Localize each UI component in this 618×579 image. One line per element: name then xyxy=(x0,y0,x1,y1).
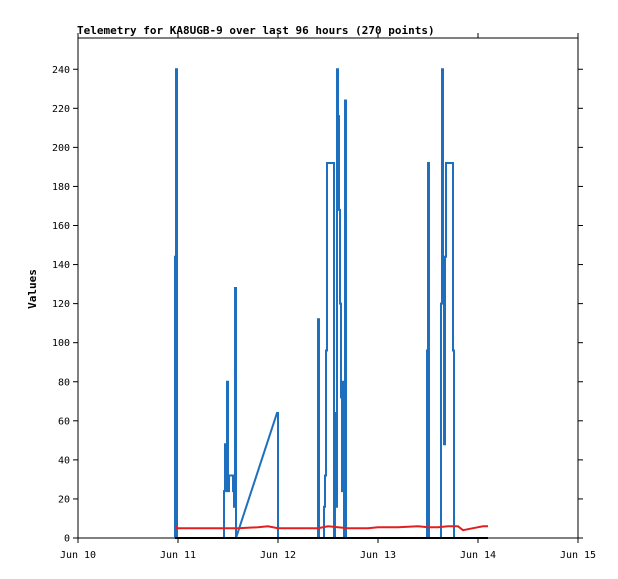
x-tick-label: Jun 12 xyxy=(260,550,296,561)
y-tick-label: 80 xyxy=(58,377,70,388)
x-tick-label: Jun 11 xyxy=(160,550,196,561)
y-axis-label: Values xyxy=(26,269,39,309)
chart-title: Telemetry for KA8UGB-9 over last 96 hour… xyxy=(77,24,435,37)
y-axis: 0 20 40 60 80 100 120 140 160 180 200 220 240 xyxy=(52,65,583,545)
series-line-1 xyxy=(174,68,455,539)
y-tick-label: 140 xyxy=(52,260,70,271)
x-tick-label: Jun 10 xyxy=(60,550,96,561)
y-tick-label: 100 xyxy=(52,338,70,349)
y-tick-label: 240 xyxy=(52,65,70,76)
x-tick-label: Jun 13 xyxy=(360,550,396,561)
y-tick-label: 40 xyxy=(58,455,70,466)
y-tick-label: 200 xyxy=(52,143,70,154)
y-tick-label: 120 xyxy=(52,299,70,310)
series-line-2 xyxy=(175,525,488,532)
x-tick-label: Jun 15 xyxy=(560,550,596,561)
x-tick-label: Jun 14 xyxy=(460,550,496,561)
y-tick-label: 180 xyxy=(52,182,70,193)
x-axis: Jun 10 Jun 11 Jun 12 Jun 13 Jun 14 Jun 15 xyxy=(60,33,596,561)
y-tick-label: 0 xyxy=(64,534,70,545)
y-tick-label: 220 xyxy=(52,104,70,115)
y-tick-label: 60 xyxy=(58,416,70,427)
y-tick-label: 20 xyxy=(58,494,70,505)
y-tick-label: 160 xyxy=(52,221,70,232)
series-layer xyxy=(174,68,488,539)
